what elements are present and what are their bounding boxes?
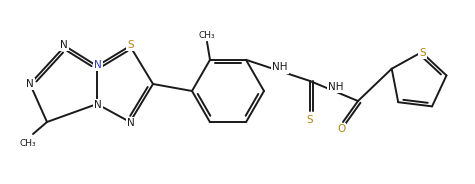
Text: N: N bbox=[26, 79, 34, 89]
Text: CH₃: CH₃ bbox=[199, 31, 215, 40]
Text: N: N bbox=[60, 40, 68, 50]
Text: S: S bbox=[128, 40, 134, 50]
Text: S: S bbox=[419, 48, 426, 58]
Text: S: S bbox=[307, 115, 314, 125]
Text: N: N bbox=[94, 100, 102, 110]
Text: N: N bbox=[127, 118, 135, 128]
Text: O: O bbox=[337, 124, 345, 134]
Text: N: N bbox=[94, 60, 102, 70]
Text: NH: NH bbox=[272, 62, 288, 72]
Text: NH: NH bbox=[328, 82, 344, 92]
Text: CH₃: CH₃ bbox=[19, 139, 36, 148]
